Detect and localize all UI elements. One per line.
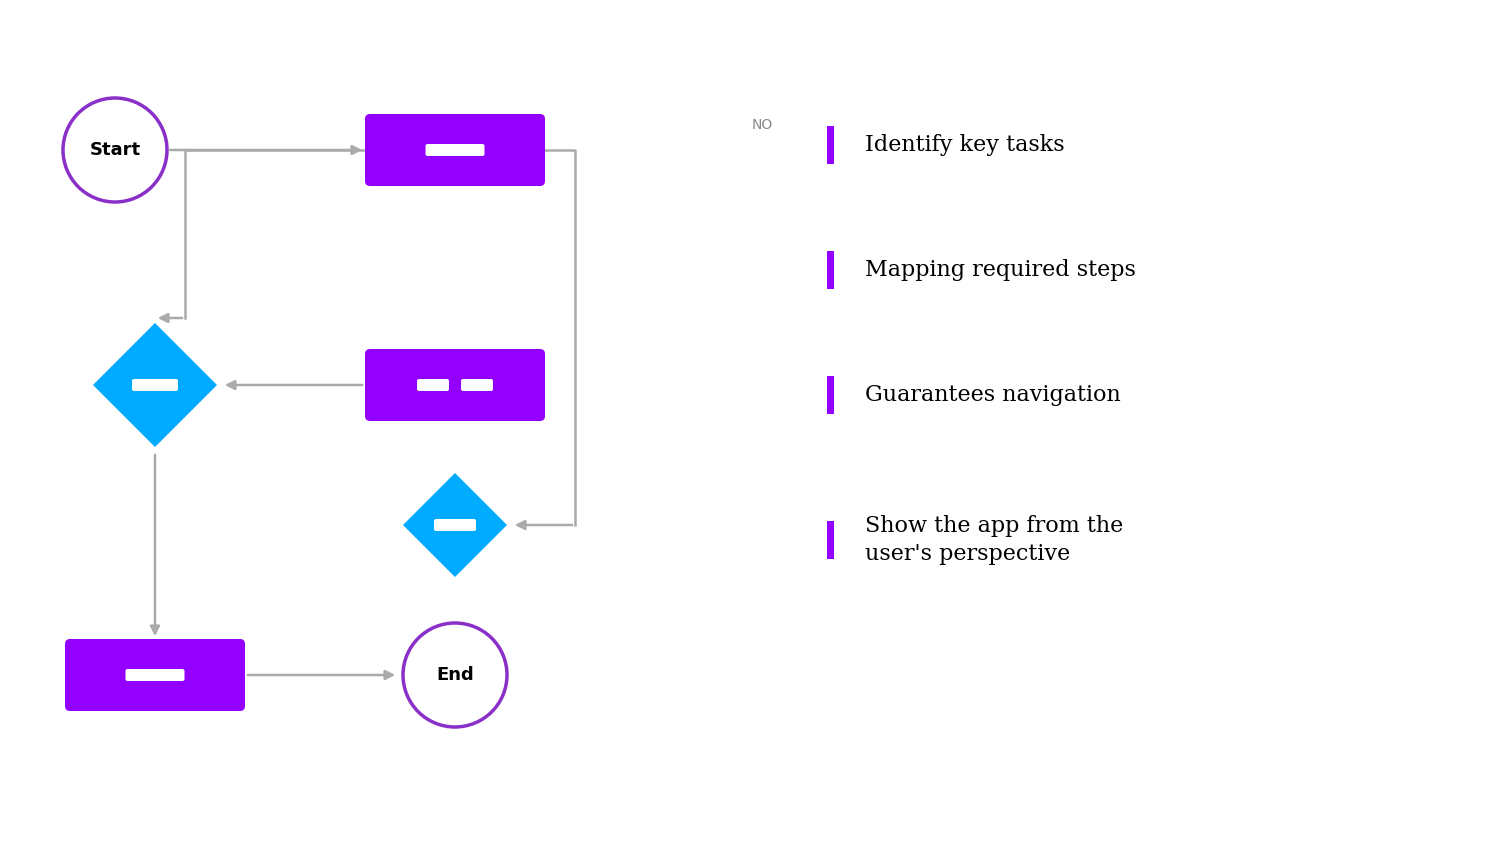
FancyBboxPatch shape (433, 519, 476, 531)
Polygon shape (404, 473, 507, 577)
Circle shape (63, 98, 167, 202)
FancyBboxPatch shape (827, 376, 834, 414)
FancyBboxPatch shape (417, 379, 448, 391)
FancyBboxPatch shape (364, 349, 544, 421)
FancyBboxPatch shape (126, 669, 184, 681)
Circle shape (404, 623, 507, 727)
Text: Guarantees navigation: Guarantees navigation (865, 384, 1120, 406)
Text: Mapping required steps: Mapping required steps (865, 259, 1136, 281)
Text: NO: NO (752, 118, 772, 132)
FancyBboxPatch shape (426, 144, 484, 156)
Text: Show the app from the
user's perspective: Show the app from the user's perspective (865, 515, 1124, 564)
FancyBboxPatch shape (827, 521, 834, 559)
FancyBboxPatch shape (827, 251, 834, 289)
FancyBboxPatch shape (827, 126, 834, 164)
Text: Start: Start (90, 141, 141, 159)
FancyBboxPatch shape (132, 379, 178, 391)
Text: Identify key tasks: Identify key tasks (865, 134, 1065, 156)
FancyBboxPatch shape (364, 114, 544, 186)
FancyBboxPatch shape (64, 639, 244, 711)
Text: End: End (436, 666, 474, 684)
FancyBboxPatch shape (460, 379, 494, 391)
Polygon shape (93, 323, 218, 447)
